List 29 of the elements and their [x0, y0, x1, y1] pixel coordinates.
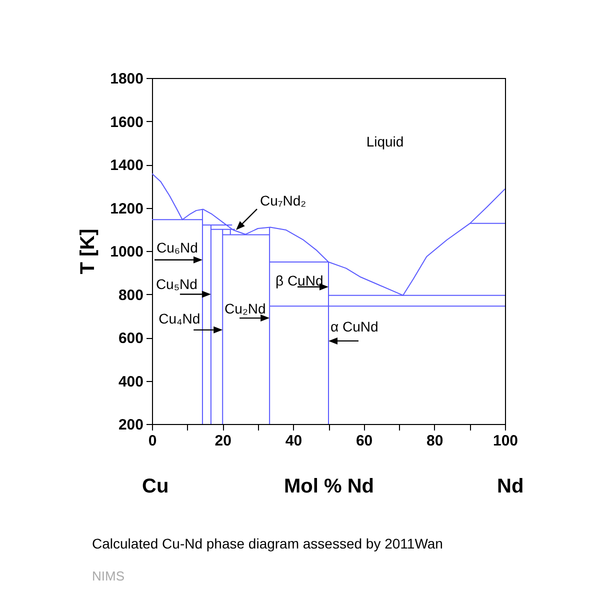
y-tick-label: 200 — [118, 416, 144, 434]
x-tick-label: 20 — [214, 432, 232, 450]
annotation: β CuNd — [276, 272, 324, 289]
text: NIMS — [92, 568, 125, 584]
y-tick-label: 1400 — [110, 157, 144, 174]
x-tick-label: 40 — [285, 432, 302, 450]
y-tick-label: 1600 — [110, 114, 144, 131]
x-tick-label: 80 — [426, 432, 444, 450]
y-tick-label: 1800 — [110, 70, 144, 88]
y-tick-label: 600 — [118, 330, 144, 347]
annotation: Cu₇Nd₂ — [260, 192, 306, 209]
annotation: Cu₂Nd — [224, 300, 266, 317]
y-tick-label: 1000 — [110, 244, 144, 260]
x-tick-label: 100 — [492, 432, 518, 450]
x-tick-label: 0 — [148, 432, 157, 450]
text: Nd — [497, 475, 524, 498]
y-axis-title: T [K] — [77, 228, 100, 274]
annotation: Liquid — [366, 134, 404, 150]
annotation: α CuNd — [330, 318, 378, 335]
y-tick-label: 400 — [118, 373, 144, 390]
text: Cu — [142, 475, 169, 498]
annotation: Cu₆Nd — [156, 240, 198, 256]
annotation: Cu₄Nd — [158, 310, 200, 327]
annotation: Cu₅Nd — [156, 276, 198, 292]
y-tick-label: 800 — [118, 286, 144, 304]
x-tick-label: 60 — [356, 432, 373, 450]
x-axis-title: Mol % Nd — [284, 476, 374, 498]
text: Calculated Cu-Nd phase diagram assessed by 2011Wan — [92, 536, 443, 552]
y-tick-label: 1200 — [110, 200, 144, 218]
